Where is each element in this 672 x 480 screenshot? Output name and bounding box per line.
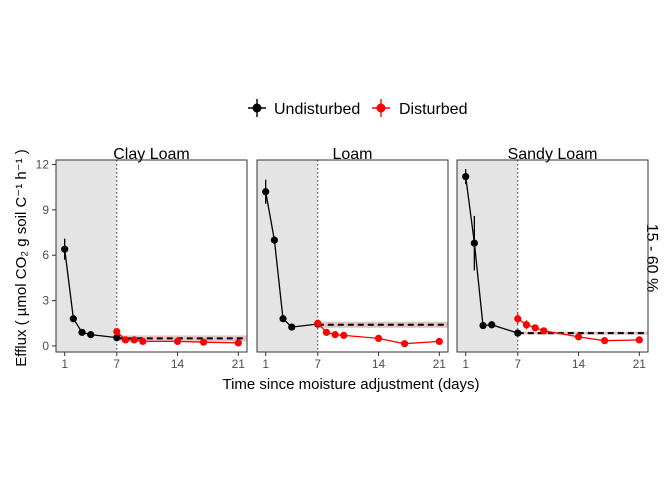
data-point (139, 337, 147, 346)
data-point (130, 336, 138, 344)
y-tick-label-3: 9 (42, 203, 49, 217)
data-point (173, 337, 182, 346)
facet-strip-label-right: 15 - 60 % (643, 224, 660, 292)
data-point (514, 315, 522, 323)
data-point (400, 340, 409, 348)
data-point (331, 331, 339, 339)
x-tick-label: 21 (633, 357, 647, 371)
data-point (374, 334, 383, 342)
panel-title: Clay Loam (113, 146, 189, 163)
panel-1: Loam 1 7 14 21 (256, 146, 449, 371)
data-point (635, 336, 643, 344)
series-disturbed (314, 319, 443, 348)
legend-item-undisturbed: Undisturbed (248, 99, 360, 118)
data-point (113, 334, 121, 342)
data-point (531, 324, 539, 332)
data-point (234, 339, 242, 347)
x-tick-label: 7 (514, 357, 521, 371)
x-tick-label: 7 (113, 357, 120, 371)
data-point (121, 336, 130, 344)
data-point (61, 245, 69, 253)
data-point (87, 331, 95, 339)
panel-border (256, 159, 449, 353)
data-point (435, 337, 443, 346)
data-point (540, 327, 548, 335)
data-point (270, 236, 278, 244)
series-disturbed (113, 327, 242, 347)
y-tick-label-2: 6 (42, 248, 49, 262)
data-point (322, 328, 331, 336)
panel-border (55, 159, 248, 353)
panel-title: Sandy Loam (508, 146, 598, 163)
data-point (288, 323, 296, 331)
data-point (69, 315, 77, 323)
y-axis: 0 3 6 9 12 (36, 158, 56, 353)
x-tick-label: 21 (433, 357, 447, 371)
x-tick-label: 1 (61, 357, 68, 371)
x-tick-label: 21 (232, 357, 246, 371)
panel-2: Sandy Loam 1 7 14 21 (456, 146, 649, 371)
panels: Clay Loam 1 7 14 21 Loam 1 7 14 21 Sandy Loam 1 7 14 2… (55, 146, 649, 371)
panel-border (456, 159, 649, 353)
data-point (479, 321, 487, 330)
data-point (470, 239, 478, 247)
data-point (113, 327, 121, 336)
y-tick-label-0: 0 (42, 339, 49, 353)
data-point (488, 321, 496, 329)
y-axis-title: Efflux ( µmol CO₂ g soil C⁻¹ h⁻¹ ) (13, 149, 30, 367)
x-tick-label: 14 (372, 357, 386, 371)
series-disturbed (514, 313, 643, 345)
panel-title: Loam (332, 146, 372, 163)
x-tick-label: 14 (171, 357, 185, 371)
legend-item-disturbed: Disturbed (372, 99, 467, 118)
x-tick-label: 1 (462, 357, 469, 371)
data-point (514, 329, 522, 337)
x-tick-label: 7 (314, 357, 321, 371)
panel-0: Clay Loam 1 7 14 21 (55, 146, 248, 371)
data-point (600, 337, 609, 345)
data-point (78, 328, 86, 336)
legend-label-undisturbed: Undisturbed (274, 101, 360, 118)
data-point (279, 315, 287, 323)
legend: Undisturbed Disturbed (248, 99, 467, 118)
x-tick-label: 1 (262, 357, 269, 371)
y-tick-label-1: 3 (42, 294, 49, 308)
x-tick-label: 14 (572, 357, 586, 371)
series-undisturbed (462, 169, 522, 337)
data-point (340, 331, 348, 339)
shaded-region (457, 160, 518, 352)
data-point (574, 333, 583, 341)
data-point (462, 173, 470, 181)
data-point (522, 321, 531, 329)
data-point (262, 188, 270, 196)
x-axis-title: Time since moisture adjustment (days) (222, 376, 479, 393)
data-point (314, 319, 322, 327)
legend-label-disturbed: Disturbed (399, 101, 467, 118)
data-point (199, 338, 208, 346)
y-tick-label-4: 12 (36, 158, 50, 172)
series-undisturbed (61, 238, 121, 342)
